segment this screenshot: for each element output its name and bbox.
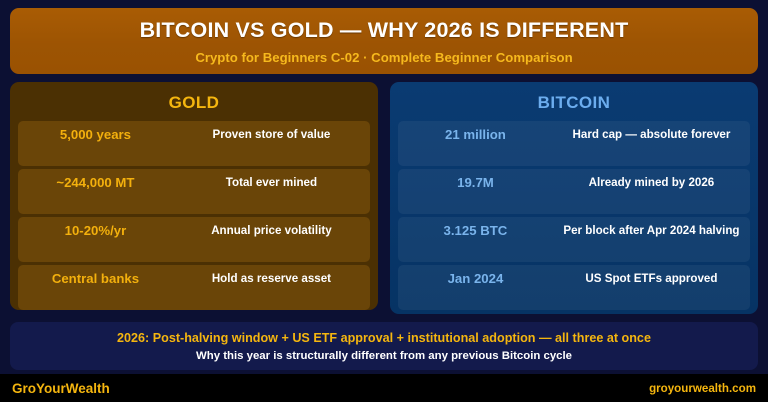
website-url: groyourwealth.com	[649, 381, 756, 395]
row-label: Per block after Apr 2024 halving	[563, 224, 740, 237]
callout-subtext: Why this year is structurally different …	[196, 349, 572, 362]
table-row: 10-20%/yr Annual price volatility	[18, 217, 370, 262]
row-label: Proven store of value	[212, 128, 331, 141]
panel-bitcoin: BITCOIN 21 million Hard cap — absolute f…	[390, 82, 758, 314]
page-title: BITCOIN VS GOLD — WHY 2026 IS DIFFERENT	[139, 17, 629, 42]
row-value: Central banks	[51, 271, 140, 286]
row-value: 19.7M	[457, 175, 494, 190]
panel-gold: GOLD 5,000 years Proven store of value ~…	[10, 82, 378, 310]
row-value: 21 million	[445, 127, 506, 142]
brand-name: GroYourWealth	[12, 380, 110, 396]
panel-bitcoin-heading: BITCOIN	[537, 93, 611, 112]
comparison-panels: GOLD 5,000 years Proven store of value ~…	[10, 82, 758, 314]
table-row: Jan 2024 US Spot ETFs approved	[398, 265, 750, 310]
row-value: 10-20%/yr	[64, 223, 127, 238]
panel-bitcoin-rows: 21 million Hard cap — absolute forever 1…	[398, 121, 750, 310]
slide-header: BITCOIN VS GOLD — WHY 2026 IS DIFFERENT …	[10, 8, 758, 74]
callout-headline: 2026: Post-halving window + US ETF appro…	[117, 330, 651, 345]
row-value: ~244,000 MT	[56, 175, 135, 190]
table-row: 21 million Hard cap — absolute forever	[398, 121, 750, 166]
table-row: 5,000 years Proven store of value	[18, 121, 370, 166]
panel-gold-rows: 5,000 years Proven store of value ~244,0…	[18, 121, 370, 310]
row-value: Jan 2024	[447, 271, 504, 286]
row-value: 5,000 years	[59, 127, 131, 142]
table-row: Central banks Hold as reserve asset	[18, 265, 370, 310]
summary-callout: 2026: Post-halving window + US ETF appro…	[10, 322, 758, 370]
row-label: Hard cap — absolute forever	[572, 128, 731, 141]
row-value: 3.125 BTC	[443, 223, 508, 238]
row-label: Already mined by 2026	[588, 176, 715, 189]
table-row: 19.7M Already mined by 2026	[398, 169, 750, 214]
row-label: Annual price volatility	[211, 224, 332, 237]
table-row: 3.125 BTC Per block after Apr 2024 halvi…	[398, 217, 750, 262]
row-label: US Spot ETFs approved	[585, 272, 718, 285]
bottom-bar: GroYourWealth groyourwealth.com	[0, 374, 768, 402]
row-label: Total ever mined	[225, 176, 318, 189]
table-row: ~244,000 MT Total ever mined	[18, 169, 370, 214]
page-subtitle: Crypto for Beginners C-02 · Complete Beg…	[195, 49, 573, 65]
panel-gold-heading: GOLD	[168, 93, 220, 112]
row-label: Hold as reserve asset	[211, 272, 332, 285]
